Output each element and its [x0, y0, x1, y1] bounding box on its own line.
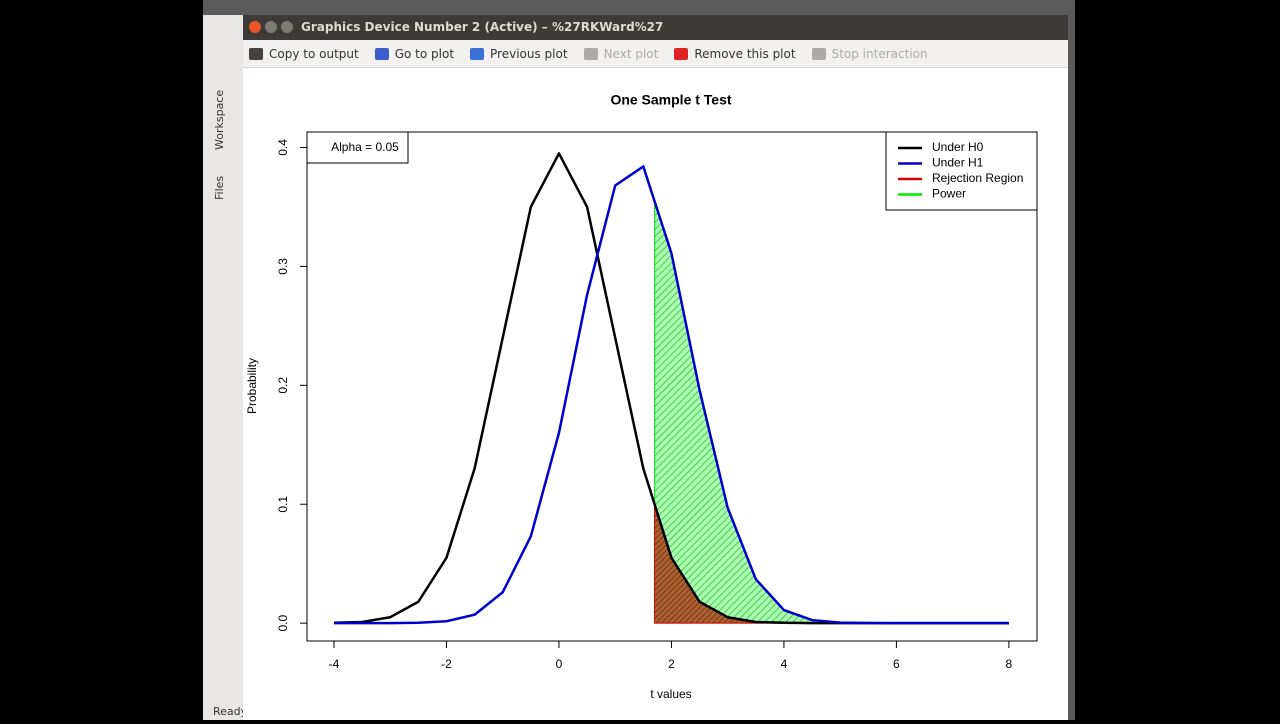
- x-tick-label: 0: [556, 657, 563, 671]
- plot: One Sample t Test t values Probability A…: [245, 92, 1038, 701]
- toolbar-button: Next plot: [583, 46, 659, 61]
- button-icon: [374, 47, 389, 60]
- y-tick-label: 0.3: [276, 258, 290, 275]
- y-tick-label: 0.1: [276, 496, 290, 513]
- button-label: Copy to output: [269, 46, 359, 61]
- annotation-box: [306, 131, 409, 164]
- button-icon: [583, 47, 598, 60]
- sidebar-tab[interactable]: Workspace: [213, 89, 226, 150]
- legend-label: Under H1: [932, 156, 984, 170]
- x-tick-label: -4: [329, 657, 340, 671]
- graphics-window: Graphics Device Number 2 (Active) – %27R…: [243, 15, 1068, 720]
- button-icon: [674, 47, 689, 60]
- curve: [333, 165, 1009, 625]
- annotation: Alpha = 0.05: [331, 140, 399, 154]
- button-icon: [249, 47, 263, 60]
- legend-label: Rejection Region: [932, 171, 1023, 185]
- button-icon: [811, 47, 826, 60]
- y-tick-label: 0.2: [276, 377, 290, 394]
- maximize-button[interactable]: [281, 21, 293, 33]
- x-tick-label: 2: [668, 657, 675, 671]
- button-label: Remove this plot: [694, 46, 796, 61]
- toolbar-button[interactable]: Previous plot: [470, 47, 568, 61]
- legend-label: Under H0: [932, 140, 984, 154]
- button-icon: [470, 47, 485, 60]
- legend-box: [885, 131, 1038, 211]
- toolbar-button[interactable]: Go to plot: [374, 46, 455, 61]
- shaded-area: [654, 201, 1009, 624]
- legend-label: Power: [932, 187, 966, 201]
- y-tick-label: 0.4: [276, 139, 290, 156]
- y-tick-label: 0.0: [276, 614, 290, 631]
- close-button[interactable]: [249, 21, 261, 33]
- status-text: Ready: [213, 705, 248, 718]
- x-axis-label: t values: [650, 687, 691, 701]
- rkward-sidebar: Workspace Files Ready: [203, 15, 247, 720]
- toolbar: Copy to output Go to plot Previous plot Nex…: [243, 40, 1068, 68]
- button-label: Next plot: [603, 46, 659, 61]
- x-tick-label: 6: [893, 657, 900, 671]
- x-tick-label: -2: [441, 657, 452, 671]
- toolbar-button[interactable]: Remove this plot: [674, 46, 796, 61]
- sidebar-tab[interactable]: Files: [213, 175, 226, 200]
- chart-title: One Sample t Test: [610, 92, 731, 108]
- button-label: Stop interaction: [831, 46, 928, 61]
- window-title: Graphics Device Number 2 (Active) – %27R…: [301, 20, 664, 34]
- toolbar-button[interactable]: Copy to output: [249, 47, 359, 61]
- minimize-button[interactable]: [265, 21, 277, 33]
- x-tick-label: 4: [781, 657, 788, 671]
- x-tick-label: 8: [1006, 657, 1013, 671]
- toolbar-button: Stop interaction: [811, 46, 928, 61]
- y-axis-label: Probability: [245, 358, 259, 414]
- title-bar: Graphics Device Number 2 (Active) – %27R…: [243, 15, 1068, 40]
- button-label: Previous plot: [490, 46, 568, 61]
- button-label: Go to plot: [394, 46, 455, 61]
